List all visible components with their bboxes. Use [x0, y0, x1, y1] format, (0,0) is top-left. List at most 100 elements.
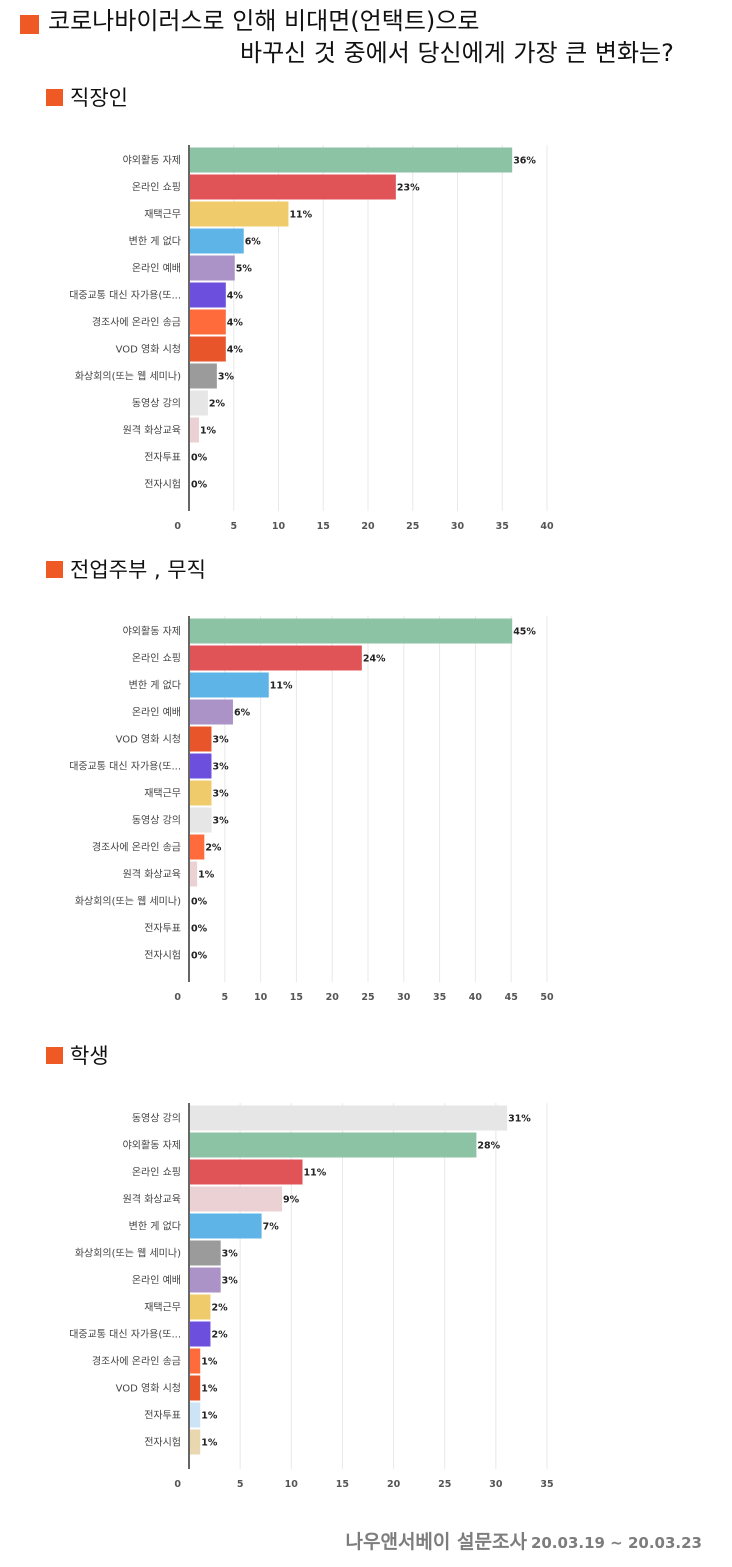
- bar: [190, 618, 513, 644]
- value-label: 1%: [201, 1438, 218, 1449]
- value-label: 11%: [289, 210, 312, 221]
- category-label: 전자시험: [144, 1437, 181, 1449]
- bar: [190, 1159, 303, 1185]
- bar: [190, 834, 205, 860]
- category-label: 화상회의(또는 웹 세미나): [75, 371, 181, 383]
- category-label: 야외활동 자제: [123, 1139, 181, 1152]
- category-label: 원격 화상교육: [123, 424, 181, 437]
- x-tick-label: 5: [221, 992, 228, 1003]
- value-label: 3%: [218, 372, 235, 383]
- bar: [190, 417, 199, 443]
- bar: [190, 174, 396, 200]
- section-title: 직장인: [70, 86, 128, 110]
- value-label: 9%: [283, 1195, 300, 1206]
- value-label: 4%: [227, 318, 244, 329]
- bar: [190, 363, 217, 389]
- value-label: 11%: [304, 1168, 327, 1179]
- category-label: 동영상 강의: [132, 1113, 181, 1125]
- x-tick-label: 0: [174, 521, 181, 532]
- value-label: 2%: [211, 1330, 228, 1341]
- category-label: 경조사에 온라인 송금: [92, 841, 181, 854]
- value-label: 3%: [222, 1249, 239, 1260]
- bar: [190, 1105, 508, 1131]
- x-tick-label: 10: [285, 1479, 299, 1490]
- value-label: 3%: [212, 789, 229, 800]
- value-label: 0%: [191, 453, 208, 464]
- bar-chart-students: 동영상 강의 31% 야외활동 자제 28% 온라인 쇼핑 11% 원격 화상교육 9% 변한 …: [69, 1103, 554, 1490]
- category-label: 원격 화상교육: [123, 1193, 181, 1206]
- page-title-line2: 바꾸신 것 중에서 당신에게 가장 큰 변화는?: [240, 39, 674, 67]
- x-tick-label: 10: [272, 521, 286, 532]
- value-label: 24%: [363, 654, 386, 665]
- bar: [190, 1213, 262, 1239]
- category-label: 화상회의(또는 웹 세미나): [75, 896, 181, 908]
- category-label: 변한 게 없다: [129, 235, 181, 248]
- value-label: 5%: [236, 264, 253, 275]
- title-square-icon: [20, 15, 39, 34]
- bar: [190, 1294, 211, 1320]
- bar: [190, 282, 226, 308]
- category-label: 변한 게 없다: [129, 679, 181, 692]
- value-label: 3%: [212, 762, 229, 773]
- value-label: 1%: [198, 870, 215, 881]
- bar: [190, 228, 244, 254]
- category-label: 전자투표: [144, 1410, 181, 1422]
- x-tick-label: 0: [174, 992, 181, 1003]
- value-label: 1%: [200, 426, 217, 437]
- value-label: 23%: [397, 183, 420, 194]
- category-label: 온라인 쇼핑: [132, 1167, 181, 1179]
- category-label: 야외활동 자제: [123, 154, 181, 167]
- bar: [190, 672, 269, 698]
- bar: [190, 645, 362, 671]
- value-label: 4%: [227, 345, 244, 356]
- bar: [190, 780, 212, 806]
- section-square-icon: [46, 561, 63, 578]
- bar: [190, 390, 208, 416]
- x-tick-label: 0: [174, 1479, 181, 1490]
- value-label: 0%: [191, 480, 208, 491]
- value-label: 3%: [212, 735, 229, 746]
- bar: [190, 336, 226, 362]
- section-title: 전업주부 , 무직: [70, 558, 206, 582]
- bar: [190, 699, 233, 725]
- x-tick-label: 20: [387, 1479, 401, 1490]
- category-label: 온라인 쇼핑: [132, 182, 181, 194]
- bar: [190, 807, 212, 833]
- value-label: 0%: [191, 924, 208, 935]
- value-label: 2%: [209, 399, 226, 410]
- category-label: VOD 영화 시청: [116, 734, 181, 746]
- category-label: 경조사에 온라인 송금: [92, 316, 181, 329]
- survey-date-range: 20.03.19 ~ 20.03.23: [530, 1534, 702, 1552]
- category-label: 전자투표: [144, 923, 181, 935]
- x-tick-label: 25: [438, 1479, 451, 1490]
- bar: [190, 1321, 211, 1347]
- bar: [190, 1240, 221, 1266]
- category-label: VOD 영화 시청: [116, 344, 181, 356]
- x-tick-label: 45: [505, 992, 518, 1003]
- bar: [190, 1348, 201, 1374]
- category-label: 온라인 쇼핑: [132, 653, 181, 665]
- bar: [190, 1375, 201, 1401]
- category-label: 원격 화상교육: [123, 868, 181, 881]
- bar-chart-office-workers: 야외활동 자제 36% 온라인 쇼핑 23% 재택근무 11% 변한 게 없다 6% 온라인 예…: [69, 145, 554, 532]
- category-label: 온라인 예배: [132, 263, 181, 275]
- value-label: 11%: [270, 681, 293, 692]
- x-tick-label: 15: [336, 1479, 349, 1490]
- value-label: 4%: [227, 291, 244, 302]
- value-label: 2%: [205, 843, 222, 854]
- value-label: 28%: [477, 1141, 500, 1152]
- value-label: 1%: [201, 1357, 218, 1368]
- bar: [190, 309, 226, 335]
- value-label: 6%: [245, 237, 262, 248]
- category-label: 온라인 예배: [132, 707, 181, 719]
- value-label: 2%: [211, 1303, 228, 1314]
- category-label: 동영상 강의: [132, 398, 181, 410]
- bar: [190, 201, 289, 227]
- bar: [190, 147, 513, 173]
- bar: [190, 1132, 477, 1158]
- x-tick-label: 35: [540, 1479, 553, 1490]
- x-tick-label: 25: [361, 992, 374, 1003]
- category-label: 재택근무: [144, 1302, 181, 1314]
- value-label: 0%: [191, 951, 208, 962]
- value-label: 1%: [201, 1411, 218, 1422]
